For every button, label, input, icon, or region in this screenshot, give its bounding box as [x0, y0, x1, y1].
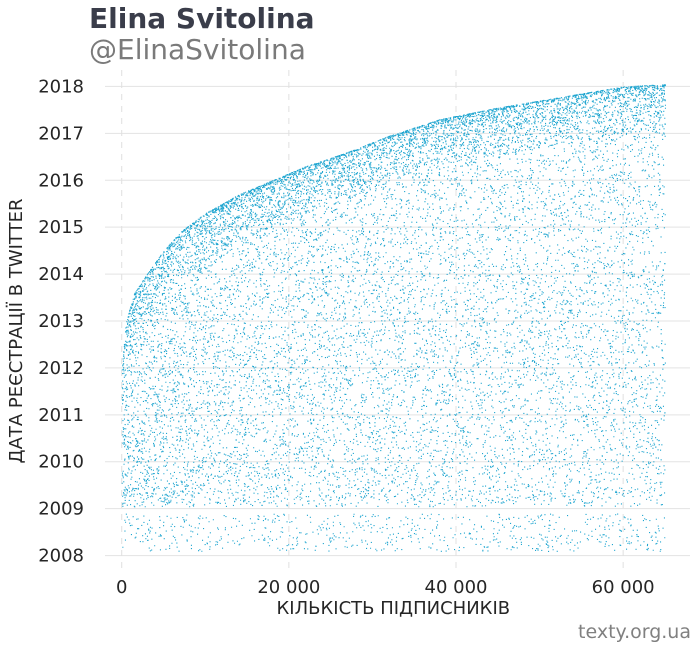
tick-labels: 2008 2009 2010 2011 2012 2013 2014 2015 2016 2017…	[38, 76, 654, 598]
y-tick-label: 2010	[38, 452, 84, 473]
y-tick-label: 2018	[38, 76, 84, 97]
x-tick-label: 0	[116, 577, 127, 598]
y-tick-label: 2016	[38, 170, 84, 191]
y-tick-label: 2008	[38, 546, 84, 567]
y-tick-label: 2013	[38, 311, 84, 332]
x-tick-label: 40 000	[425, 577, 488, 598]
x-axis-label: КІЛЬКІСТЬ ПІДПИСНИКІВ	[277, 598, 511, 619]
y-tick-label: 2011	[38, 405, 84, 426]
chart-subtitle: @ElinaSvitolina	[89, 33, 306, 66]
y-tick-label: 2014	[38, 264, 84, 285]
y-tick-label: 2012	[38, 358, 84, 379]
y-tick-label: 2015	[38, 217, 84, 238]
y-axis-label: ДАТА РЕЄСТРАЦІЇ В TWITTER	[6, 199, 27, 464]
data-points	[121, 84, 666, 553]
scatter-points	[121, 84, 666, 553]
source-credit: texty.org.ua	[578, 621, 691, 643]
grid-lines	[105, 70, 690, 572]
y-tick-label: 2017	[38, 123, 84, 144]
y-tick-label: 2009	[38, 499, 84, 520]
x-tick-label: 20 000	[257, 577, 320, 598]
chart-title: Elina Svitolina	[89, 2, 315, 35]
x-tick-label: 60 000	[592, 577, 655, 598]
